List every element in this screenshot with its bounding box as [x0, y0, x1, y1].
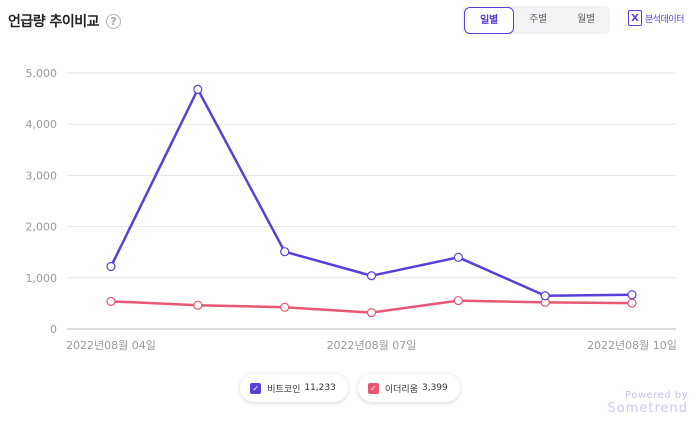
data-point: [627, 298, 637, 308]
data-point: [453, 295, 463, 306]
data-point: [366, 308, 377, 318]
help-icon[interactable]: ?: [106, 13, 122, 29]
y-tick-label: 5,000: [26, 67, 58, 80]
period-toggle: 일별 주별 월별: [462, 6, 610, 34]
page-title: 언급량 추이비교: [8, 14, 100, 30]
data-point: [280, 302, 290, 312]
y-tick-label: 3,000: [26, 169, 58, 182]
brand-logo: Sometrend: [607, 401, 688, 416]
data-point: [106, 261, 116, 272]
legend-label: 이더리움: [384, 384, 418, 395]
chart-header: 언급량 추이비교 ?: [8, 9, 122, 33]
chart-legend: ✓ 비트코인 11,233 ✓ 이더리움 3,399: [0, 374, 700, 402]
export-data-button[interactable]: X 분석데이터: [628, 10, 684, 26]
powered-by-text: Powered by: [625, 390, 688, 401]
data-point: [627, 290, 637, 300]
x-tick-label: 2022년08월 07일: [327, 338, 417, 352]
legend-label: 비트코인: [267, 384, 301, 395]
data-point: [453, 252, 463, 262]
legend-item-bitcoin[interactable]: ✓ 비트코인 11,233: [240, 374, 348, 402]
y-tick-label: 4,000: [26, 118, 58, 131]
x-tick-label: 2022년08월 04일: [66, 338, 156, 352]
legend-value: 3,399: [421, 383, 448, 393]
line-chart: 0 1,000 2,000 3,000 4,000 5,000 2022년08월 04일 20…: [26, 67, 677, 352]
tab-weekly[interactable]: 주별: [529, 14, 547, 25]
data-point: [106, 296, 116, 306]
legend-value: 11,233: [304, 383, 336, 393]
x-tick-label: 2022년08월 10일: [587, 338, 677, 352]
data-point: [540, 291, 550, 301]
powered-by-badge: Powered by Sometrend: [607, 390, 688, 416]
data-point: [366, 271, 377, 281]
series-line: [109, 88, 633, 297]
data-point: [193, 300, 203, 310]
export-data-label: 분석데이터: [645, 14, 684, 25]
tab-monthly[interactable]: 월별: [577, 14, 595, 25]
excel-icon: X: [628, 10, 642, 26]
y-tick-label: 0: [50, 323, 57, 336]
data-point: [193, 84, 203, 94]
y-tick-label: 2,000: [26, 221, 58, 234]
data-point: [280, 247, 290, 257]
legend-item-ethereum[interactable]: ✓ 이더리움 3,399: [357, 374, 460, 402]
check-icon: ✓: [367, 382, 379, 394]
tab-daily[interactable]: 일별: [464, 6, 514, 34]
y-tick-label: 1,000: [26, 272, 58, 285]
check-icon: ✓: [250, 382, 262, 394]
